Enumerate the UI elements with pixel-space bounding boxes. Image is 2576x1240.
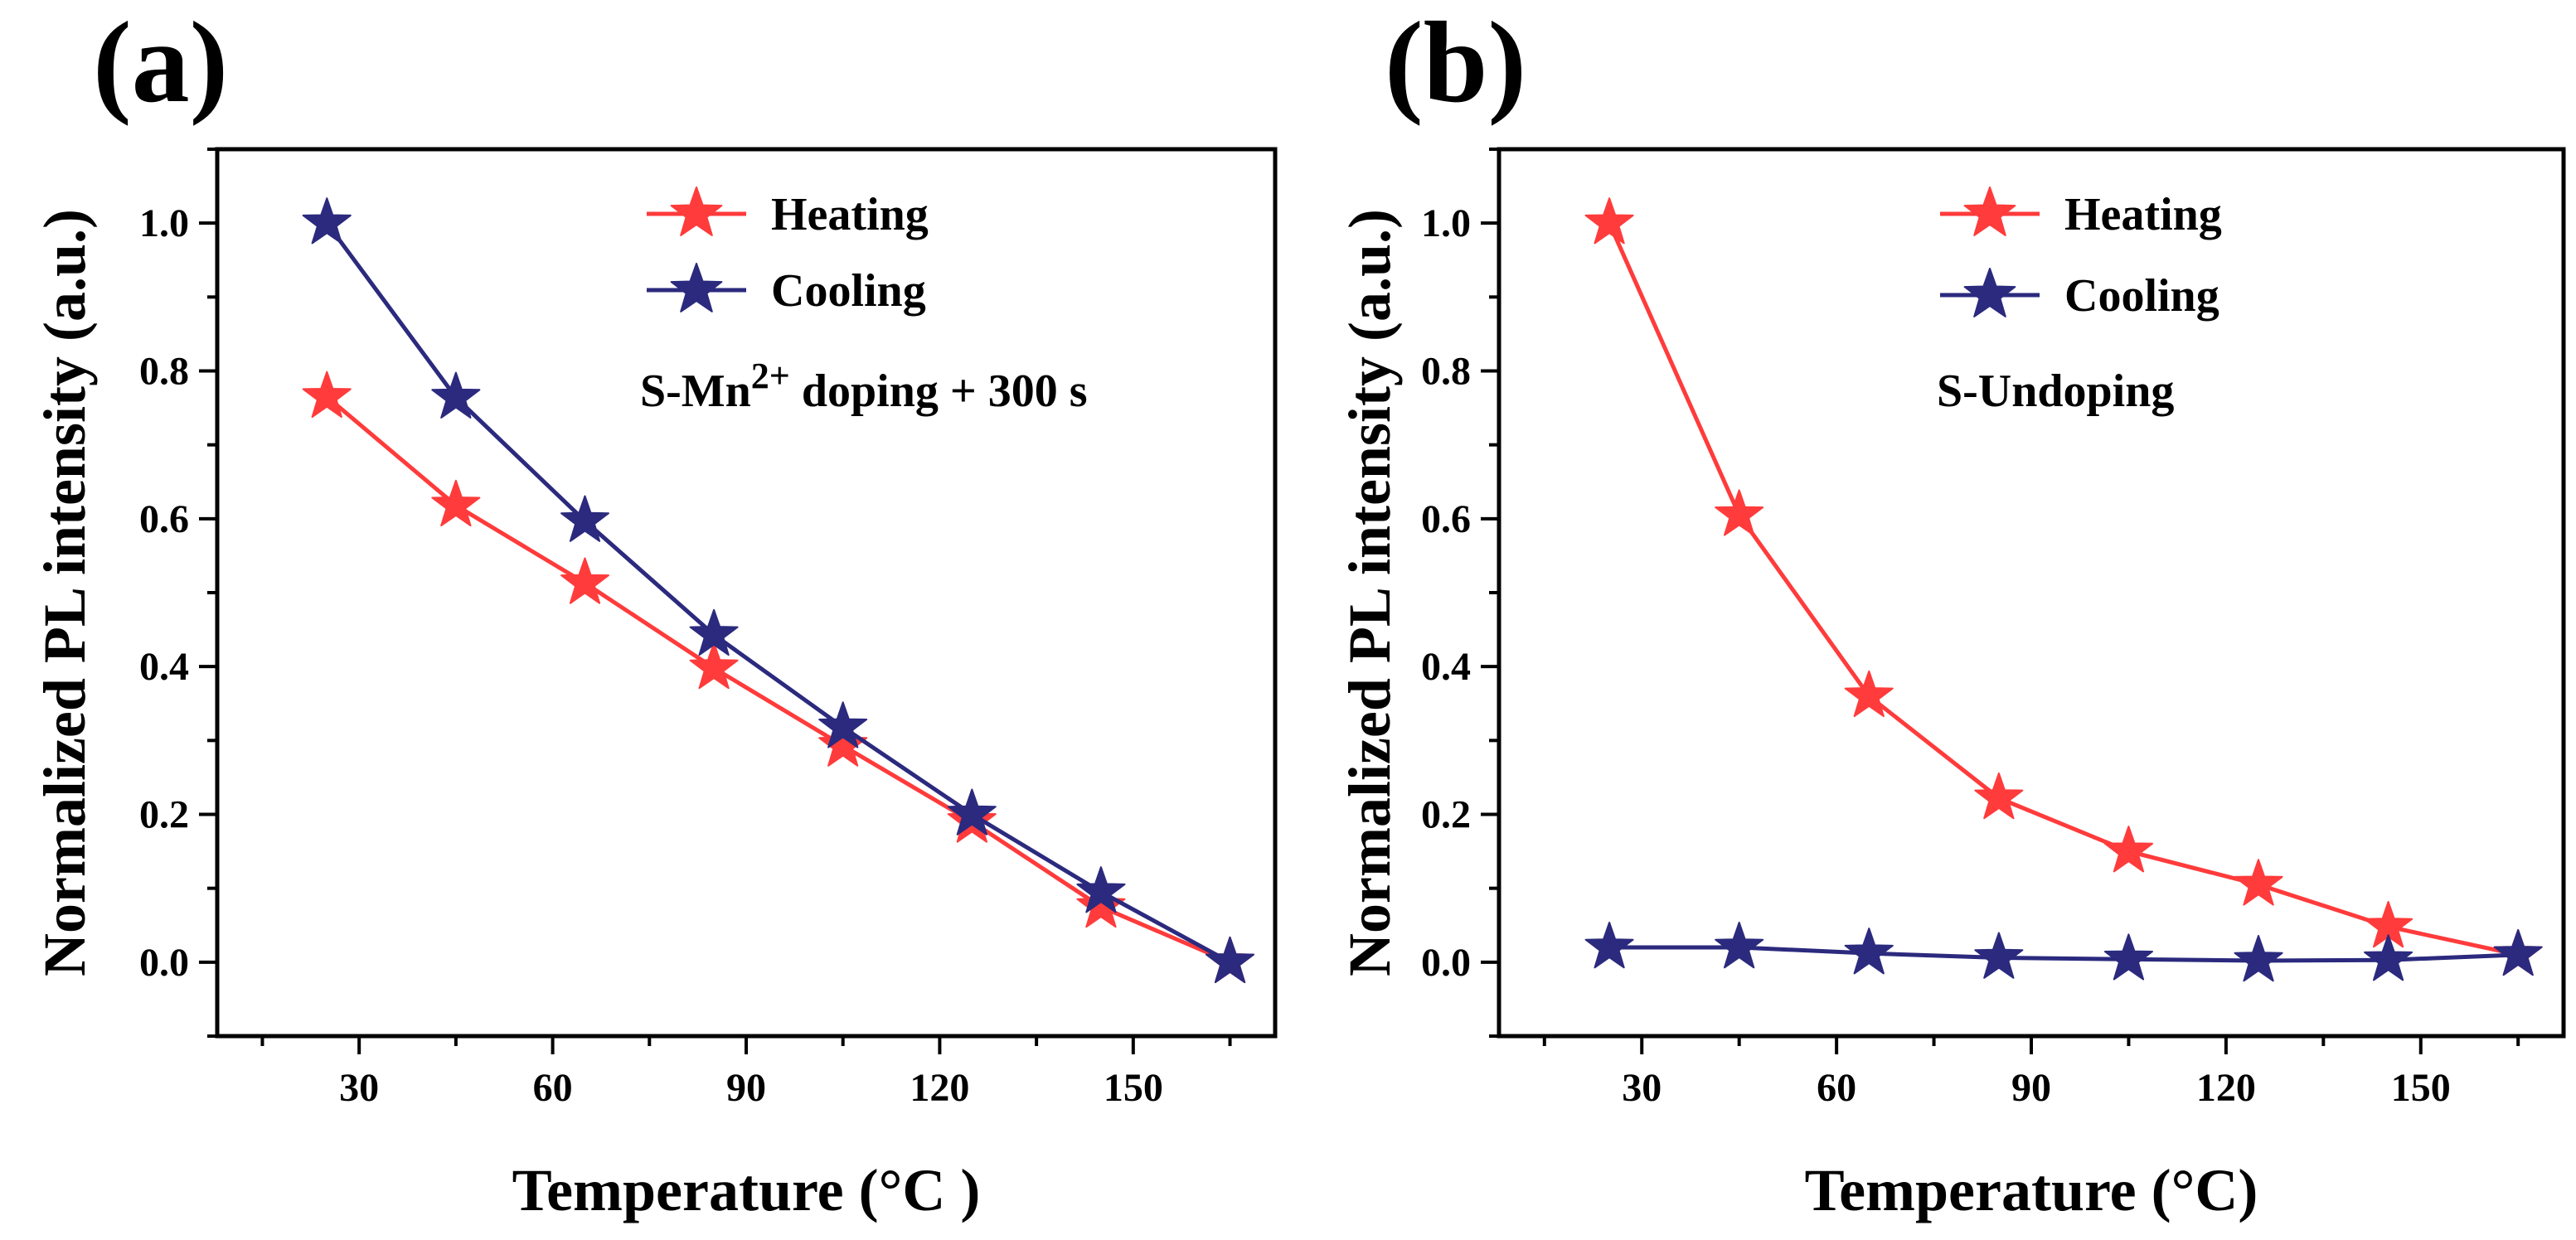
legend-label-cooling: Cooling xyxy=(2064,270,2219,322)
data-point-cooling xyxy=(2493,928,2543,976)
series-line-cooling xyxy=(325,221,1231,964)
x-tick-label: 120 xyxy=(910,1066,969,1110)
y-tick-label: 0.2 xyxy=(139,793,189,837)
data-point-cooling xyxy=(1076,866,1126,913)
panel-label: (b) xyxy=(1385,0,1526,127)
data-point-cooling xyxy=(947,788,997,836)
data-point-heating xyxy=(2103,826,2153,873)
chart-panel-a: (a) 30 60 90 120 150 0.0 0.2 0.4 0.6 0.8 1.0 Tempera… xyxy=(32,0,1278,1223)
x-axis-title: Temperature (°C) xyxy=(1805,1157,2258,1223)
series-line-heating xyxy=(1607,222,2519,957)
y-axis-title: Normalized PL intensity (a.u.) xyxy=(32,209,98,976)
data-point-heating xyxy=(1584,197,1634,245)
data-point-cooling xyxy=(1715,922,1764,969)
y-tick-label: 0.6 xyxy=(139,497,189,541)
x-tick-label: 150 xyxy=(1104,1066,1163,1110)
data-point-heating xyxy=(431,479,481,527)
x-tick-label: 90 xyxy=(726,1066,766,1110)
data-point-cooling xyxy=(2103,933,2153,981)
data-point-cooling xyxy=(1206,936,1255,984)
y-tick-label: 1.0 xyxy=(139,201,189,245)
legend-marker-cooling xyxy=(1963,268,2016,317)
data-point-cooling xyxy=(302,197,352,245)
data-point-cooling xyxy=(431,371,481,419)
legend-marker-heating xyxy=(670,186,723,236)
data-point-heating xyxy=(1076,881,1126,928)
data-point-cooling xyxy=(1974,932,2024,979)
series-line-cooling xyxy=(1609,945,2519,963)
y-tick-label: 0.6 xyxy=(1421,497,1471,541)
data-point-heating xyxy=(560,557,609,604)
x-tick-label: 150 xyxy=(2391,1066,2451,1110)
y-tick-label: 0.4 xyxy=(1421,645,1471,689)
x-tick-label: 60 xyxy=(533,1066,573,1110)
x-tick-label: 30 xyxy=(339,1066,379,1110)
data-point-heating xyxy=(1715,489,1764,536)
data-point-cooling xyxy=(689,608,739,656)
y-tick-label: 0.4 xyxy=(139,645,189,689)
x-tick-label: 30 xyxy=(1622,1066,1662,1110)
data-point-heating xyxy=(1974,772,2024,820)
y-axis-title: Normalized PL intensity (a.u.) xyxy=(1337,209,1403,976)
data-point-cooling xyxy=(2234,935,2283,982)
y-tick-label: 0.0 xyxy=(1421,941,1471,985)
x-tick-label: 90 xyxy=(2011,1066,2051,1110)
data-point-heating xyxy=(2234,859,2283,906)
y-tick-label: 0.2 xyxy=(1421,793,1471,837)
legend-label-heating: Heating xyxy=(771,189,929,240)
x-tick-label: 60 xyxy=(1817,1066,1856,1110)
legend-marker-heating xyxy=(1963,186,2016,236)
data-point-cooling xyxy=(1844,928,1894,975)
data-point-cooling xyxy=(1584,922,1634,969)
y-tick-label: 0.8 xyxy=(139,350,189,394)
annotation: S-Undoping xyxy=(1937,366,2174,417)
chart-panel-b: (b) 30 60 90 120 150 0.0 0.2 0.4 0.6 0.8 1.0 Tempera… xyxy=(1337,0,2566,1223)
legend-marker-cooling xyxy=(670,263,723,312)
data-point-cooling xyxy=(818,701,868,748)
data-point-cooling xyxy=(560,495,609,542)
panel-label: (a) xyxy=(93,0,228,127)
x-axis-title: Temperature (°C ) xyxy=(512,1157,981,1223)
x-tick-label: 120 xyxy=(2196,1066,2256,1110)
plot-frame xyxy=(1497,147,2566,1039)
data-point-heating xyxy=(302,371,352,418)
data-point-cooling xyxy=(2364,934,2413,981)
data-point-heating xyxy=(689,642,739,690)
legend-label-cooling: Cooling xyxy=(771,265,926,317)
data-point-heating xyxy=(1844,670,1894,718)
annotation: S-Mn2+ doping + 300 s xyxy=(640,356,1088,417)
legend-label-heating: Heating xyxy=(2064,189,2222,240)
y-tick-label: 0.0 xyxy=(139,941,189,985)
y-tick-label: 1.0 xyxy=(1421,201,1471,245)
y-tick-label: 0.8 xyxy=(1421,350,1471,394)
series-line-heating xyxy=(325,395,1231,965)
